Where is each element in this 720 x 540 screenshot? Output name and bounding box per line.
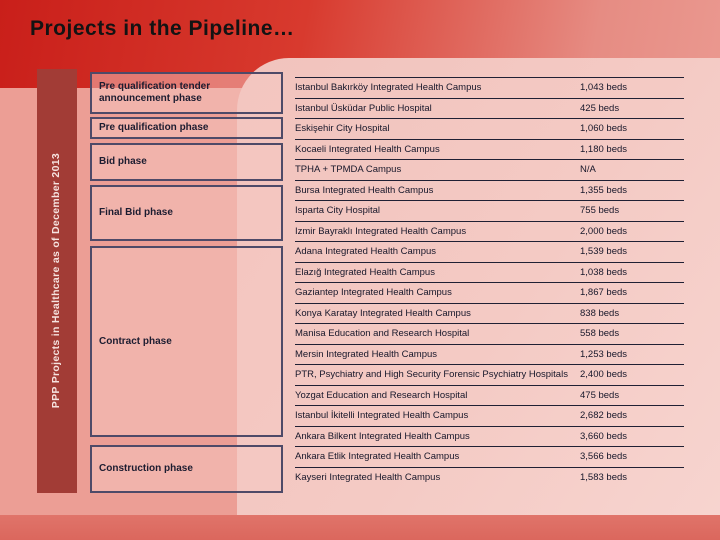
project-name-cell: Yozgat Education and Research Hospital bbox=[295, 389, 468, 401]
phase-box-contract: Contract phase bbox=[90, 246, 283, 437]
table-background-panel bbox=[237, 58, 720, 515]
sidebar-banner: PPP Projects in Healthcare as of Decembe… bbox=[37, 69, 77, 493]
table-row: Mersin Integrated Health Campus 1,253 be… bbox=[295, 343, 684, 365]
table-row: Bursa Integrated Health Campus 1,355 bed… bbox=[295, 179, 684, 201]
bed-count-cell: 1,539 beds bbox=[580, 246, 628, 258]
table-row: Yozgat Education and Research Hospital 4… bbox=[295, 384, 684, 406]
table-row: Eskişehir City Hospital 1,060 beds bbox=[295, 118, 684, 139]
page-title: Projects in the Pipeline… bbox=[30, 17, 295, 40]
bed-count-cell: 475 beds bbox=[580, 389, 620, 401]
bed-count-cell: 3,660 beds bbox=[580, 430, 628, 442]
project-name-cell: Istanbul İkitelli Integrated Health Camp… bbox=[295, 410, 469, 422]
bed-count-cell: 1,060 beds bbox=[580, 123, 628, 135]
project-name-cell: PTR, Psychiatry and High Security Forens… bbox=[295, 369, 568, 381]
phase-box-final-bid: Final Bid phase bbox=[90, 185, 283, 241]
sidebar-banner-label: PPP Projects in Healthcare as of Decembe… bbox=[50, 153, 62, 409]
bed-count-cell: 1,043 beds bbox=[580, 82, 628, 94]
project-name-cell: Istanbul Bakırköy Integrated Health Camp… bbox=[295, 82, 482, 94]
project-name-cell: Elazığ Integrated Health Campus bbox=[295, 266, 435, 278]
bottom-accent-band bbox=[0, 515, 720, 540]
project-name-cell: Bursa Integrated Health Campus bbox=[295, 184, 434, 196]
phase-label: Pre qualification phase bbox=[99, 122, 209, 133]
bed-count-cell: 1,355 beds bbox=[580, 184, 628, 196]
project-name-cell: Mersin Integrated Health Campus bbox=[295, 348, 438, 360]
bed-count-cell: 2,400 beds bbox=[580, 369, 628, 381]
phase-box-construction: Construction phase bbox=[90, 445, 283, 493]
phase-label: Pre qualification tender announcement ph… bbox=[99, 81, 211, 104]
table-row: Kayseri Integrated Health Campus 1,583 b… bbox=[295, 466, 684, 488]
bed-count-cell: 1,253 beds bbox=[580, 348, 628, 360]
phase-label: Contract phase bbox=[99, 335, 172, 347]
table-row: Adana Integrated Health Campus 1,539 bed… bbox=[295, 241, 684, 262]
table-row: Elazığ Integrated Health Campus 1,038 be… bbox=[295, 261, 684, 283]
project-name-cell: Izmir Bayraklı Integrated Health Campus bbox=[295, 225, 467, 237]
table-row: Isparta City Hospital 755 beds bbox=[295, 200, 684, 221]
table-row: PTR, Psychiatry and High Security Forens… bbox=[295, 364, 684, 385]
project-name-cell: Kocaeli Integrated Health Campus bbox=[295, 143, 440, 155]
table-row: Istanbul Bakırköy Integrated Health Camp… bbox=[295, 77, 684, 98]
phase-label: Construction phase bbox=[99, 463, 193, 474]
table-row: Manisa Education and Research Hospital 5… bbox=[295, 323, 684, 344]
table-row: Ankara Etlik Integrated Health Campus 3,… bbox=[295, 446, 684, 467]
table-row: Istanbul İkitelli Integrated Health Camp… bbox=[295, 405, 684, 426]
projects-table: Istanbul Bakırköy Integrated Health Camp… bbox=[295, 77, 684, 487]
project-name-cell: Ankara Bilkent Integrated Health Campus bbox=[295, 430, 470, 442]
project-name-cell: Konya Karatay Integrated Health Campus bbox=[295, 307, 471, 319]
project-name-cell: TPHA + TPMDA Campus bbox=[295, 164, 402, 176]
project-name-cell: Manisa Education and Research Hospital bbox=[295, 328, 470, 340]
bed-count-cell: 1,583 beds bbox=[580, 471, 628, 483]
bed-count-cell: 425 beds bbox=[580, 102, 620, 114]
project-name-cell: Isparta City Hospital bbox=[295, 205, 381, 217]
bed-count-cell: 1,867 beds bbox=[580, 287, 628, 299]
project-name-cell: Eskişehir City Hospital bbox=[295, 123, 390, 135]
bed-count-cell: 838 beds bbox=[580, 307, 620, 319]
project-name-cell: Kayseri Integrated Health Campus bbox=[295, 471, 441, 483]
table-row: Kocaeli Integrated Health Campus 1,180 b… bbox=[295, 138, 684, 160]
table-row: TPHA + TPMDA Campus N/A bbox=[295, 159, 684, 180]
bed-count-cell: 2,682 beds bbox=[580, 410, 628, 422]
phase-label: Bid phase bbox=[99, 156, 147, 167]
phase-box-bid: Bid phase bbox=[90, 143, 283, 181]
bed-count-cell: N/A bbox=[580, 164, 596, 176]
table-row: Gaziantep Integrated Health Campus 1,867… bbox=[295, 282, 684, 303]
bed-count-cell: 1,180 beds bbox=[580, 143, 628, 155]
table-row: Izmir Bayraklı Integrated Health Campus … bbox=[295, 220, 684, 242]
bed-count-cell: 558 beds bbox=[580, 328, 620, 340]
project-name-cell: Adana Integrated Health Campus bbox=[295, 246, 437, 258]
bed-count-cell: 755 beds bbox=[580, 205, 620, 217]
project-name-cell: Gaziantep Integrated Health Campus bbox=[295, 287, 452, 299]
bed-count-cell: 2,000 beds bbox=[580, 225, 628, 237]
phase-box-prequalification-tender-announcement: Pre qualification tender announcement ph… bbox=[90, 72, 283, 114]
phase-label: Final Bid phase bbox=[99, 207, 173, 218]
table-row: Ankara Bilkent Integrated Health Campus … bbox=[295, 425, 684, 447]
project-name-cell: Istanbul Üsküdar Public Hospital bbox=[295, 102, 432, 114]
table-row: Konya Karatay Integrated Health Campus 8… bbox=[295, 302, 684, 324]
project-name-cell: Ankara Etlik Integrated Health Campus bbox=[295, 451, 460, 463]
bed-count-cell: 1,038 beds bbox=[580, 266, 628, 278]
bed-count-cell: 3,566 beds bbox=[580, 451, 628, 463]
phase-box-prequalification: Pre qualification phase bbox=[90, 117, 283, 139]
table-row: Istanbul Üsküdar Public Hospital 425 bed… bbox=[295, 97, 684, 119]
